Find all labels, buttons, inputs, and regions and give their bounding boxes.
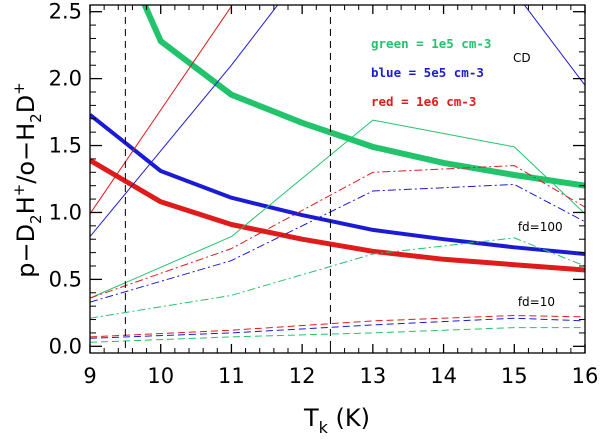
axis-ticks xyxy=(89,5,586,353)
legend-red: red = 1e6 cm-3 xyxy=(371,94,476,109)
x-tick-label: 16 xyxy=(572,364,599,388)
x-tick-label: 14 xyxy=(430,364,457,388)
y-tick-label: 1.0 xyxy=(49,200,82,224)
series-line-9 xyxy=(90,327,585,343)
series-line-8 xyxy=(90,165,585,299)
series-line-0 xyxy=(141,5,585,189)
x-tick-label: 9 xyxy=(83,364,96,388)
series-line-6 xyxy=(90,237,585,319)
y-tick-label: 2.5 xyxy=(49,0,82,24)
x-tick-label: 11 xyxy=(218,364,245,388)
series-line-2 xyxy=(90,158,585,273)
y-tick-label: 0.0 xyxy=(49,334,82,358)
y-tick-label: 1.5 xyxy=(49,134,82,158)
legend-green: green = 1e5 cm-3 xyxy=(371,36,491,51)
series-line-11 xyxy=(90,315,585,338)
vertical-lines xyxy=(124,5,331,353)
y-axis-title: p−D2H+/o−H2D+ xyxy=(10,82,45,278)
series-layer xyxy=(90,5,585,343)
legend-tag: CD xyxy=(513,51,531,65)
plot-frame xyxy=(89,4,586,354)
series-line-3 xyxy=(90,119,585,299)
x-tick-label: 15 xyxy=(501,364,528,388)
series-line-7 xyxy=(90,183,585,303)
series-line-5 xyxy=(90,6,232,215)
annotation-fd100: fd=100 xyxy=(518,220,563,234)
legend-blue: blue = 5e5 cm-3 xyxy=(371,65,484,80)
x-tick-label: 13 xyxy=(359,364,386,388)
series-line-1 xyxy=(90,113,585,256)
series-line-4 xyxy=(90,5,585,237)
y-tick-label: 2.0 xyxy=(49,67,82,91)
y-tick-label: 0.5 xyxy=(49,267,82,291)
x-axis-title: Tk (K) xyxy=(303,404,370,437)
annotation-fd10: fd=10 xyxy=(518,295,555,309)
x-tick-label: 12 xyxy=(289,364,316,388)
tick-labels: 9 10 11 12 13 14 15 16 0.0 0.5 1.0 1.5 2.0 2.5 xyxy=(49,0,599,388)
series-line-10 xyxy=(90,317,585,339)
x-tick-label: 10 xyxy=(147,364,174,388)
